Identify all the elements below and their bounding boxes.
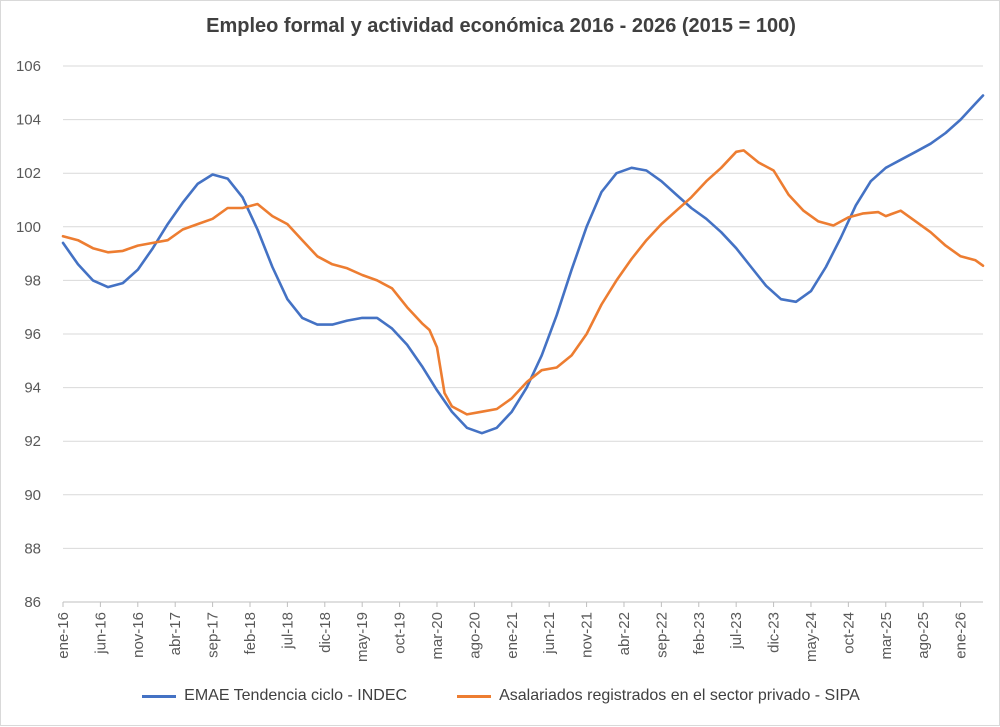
x-tick-label: feb-18 — [242, 612, 259, 655]
x-tick-label: ene-21 — [504, 612, 521, 659]
y-tick-label: 86 — [24, 594, 41, 611]
x-tick-label: dic-23 — [766, 612, 783, 653]
legend-label-emae: EMAE Tendencia ciclo - INDEC — [184, 687, 408, 704]
x-tick-label: mar-25 — [878, 612, 895, 660]
chart-title: Empleo formal y actividad económica 2016… — [206, 15, 796, 37]
x-tick-label: ago-20 — [466, 612, 483, 659]
legend-label-sipa: Asalariados registrados en el sector pri… — [499, 687, 860, 704]
x-tick-label: oct-19 — [392, 612, 409, 654]
y-tick-label: 100 — [16, 219, 41, 236]
x-tick-label: sep-17 — [205, 612, 222, 658]
y-tick-label: 98 — [24, 272, 41, 289]
x-tick-label: mar-20 — [429, 612, 446, 660]
y-tick-label: 92 — [24, 433, 41, 450]
x-tick-label: dic-18 — [317, 612, 334, 653]
x-tick-label: jun-16 — [92, 612, 109, 655]
x-tick-label: abr-17 — [167, 612, 184, 655]
y-tick-label: 90 — [24, 487, 41, 504]
y-tick-label: 102 — [16, 165, 41, 182]
x-tick-label: ene-26 — [953, 612, 970, 659]
legend-swatch-sipa — [457, 694, 492, 698]
series-line-sipa — [61, 149, 985, 416]
legend-item-sipa: Asalariados registrados en el sector pri… — [457, 687, 860, 705]
y-tick-label: 88 — [24, 540, 41, 557]
x-tick-label: ene-16 — [55, 612, 72, 659]
x-tick-label: nov-21 — [579, 612, 596, 658]
x-tick-label: jun-21 — [541, 612, 558, 655]
y-tick-label: 104 — [16, 112, 41, 129]
x-tick-label: may-19 — [354, 612, 371, 662]
x-tick-label: jul-23 — [728, 612, 745, 650]
x-tick-label: feb-23 — [691, 612, 708, 655]
x-tick-label: nov-16 — [130, 612, 147, 658]
chart-legend: EMAE Tendencia ciclo - INDEC Asalariados… — [1, 687, 1000, 705]
x-tick-label: oct-24 — [840, 612, 857, 654]
x-tick-label: sep-22 — [653, 612, 670, 658]
x-tick-label: may-24 — [803, 612, 820, 662]
series-line-emae — [61, 94, 985, 435]
x-tick-label: ago-25 — [915, 612, 932, 659]
legend-swatch-emae — [142, 694, 177, 698]
y-tick-label: 94 — [24, 380, 41, 397]
x-tick-label: abr-22 — [616, 612, 633, 655]
y-tick-label: 106 — [16, 58, 41, 75]
y-tick-label: 96 — [24, 326, 41, 343]
legend-item-emae: EMAE Tendencia ciclo - INDEC — [142, 687, 407, 705]
x-tick-label: jul-18 — [279, 612, 296, 650]
